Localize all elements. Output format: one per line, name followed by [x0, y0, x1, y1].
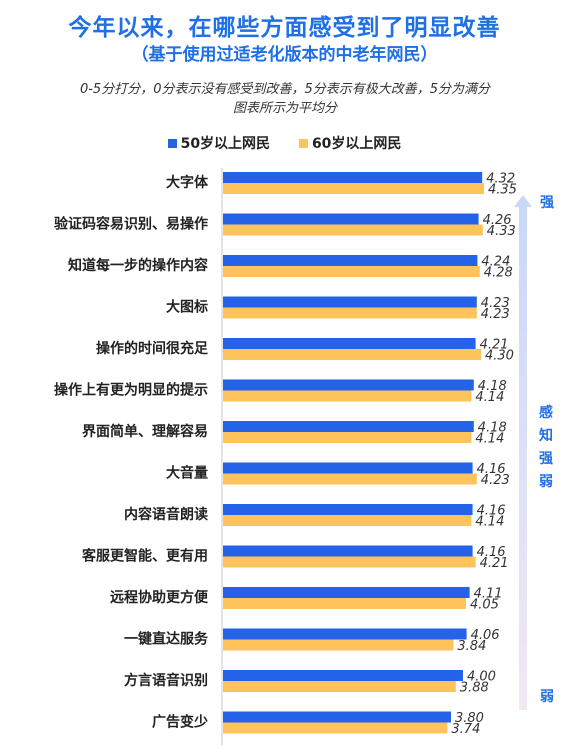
arrow-head — [514, 195, 532, 207]
data-label: 4.24 — [481, 255, 510, 270]
category-label: 广告变少 — [152, 714, 208, 731]
bar-series-60 — [223, 722, 448, 734]
perception-label-char: 知 — [539, 428, 553, 444]
perception-label-char: 感 — [539, 405, 553, 421]
bar-series-50 — [223, 462, 473, 474]
legend-item-50: 50岁以上网民 — [167, 133, 271, 153]
bar-series-50 — [223, 421, 474, 432]
scoring-note-line-2: 图表所示为平均分 — [232, 101, 337, 116]
data-label: 3.88 — [460, 681, 489, 696]
data-label: 4.05 — [470, 598, 499, 613]
data-label: 4.14 — [475, 390, 504, 405]
category-label: 方言语音识别 — [124, 672, 208, 689]
bar-series-60 — [223, 224, 483, 236]
bar-series-60 — [223, 307, 477, 319]
legend-label-50: 50岁以上网民 — [180, 136, 271, 152]
scoring-note: 0-5分打分，0分表示没有感受到改善，5分表示有极大改善，5分为满分 图表所示为… — [20, 80, 550, 118]
data-label: 4.21 — [480, 338, 509, 353]
legend-item-60: 60岁以上网民 — [298, 133, 402, 153]
data-label: 4.32 — [486, 172, 515, 187]
data-label: 4.23 — [481, 307, 510, 322]
bar-series-60 — [223, 432, 472, 443]
bar-series-50 — [223, 172, 483, 183]
page-subtitle: （基于使用过适老化版本的中老年网民） — [131, 45, 438, 65]
perception-label-char: 强 — [539, 451, 553, 467]
scoring-note-line-1: 0-5分打分，0分表示没有感受到改善，5分表示有极大改善，5分为满分 — [79, 82, 491, 97]
bar-series-60 — [223, 639, 454, 651]
data-label: 4.28 — [484, 266, 513, 281]
bar-series-60 — [223, 473, 477, 485]
category-label: 大音量 — [166, 465, 208, 482]
bar-series-50 — [223, 255, 478, 266]
arrow-shaft — [519, 205, 527, 710]
page-title: 今年以来，在哪些方面感受到了明显改善 — [68, 15, 501, 41]
bar-series-50 — [223, 545, 473, 557]
category-label: 大字体 — [166, 174, 209, 191]
bar-series-50 — [223, 504, 473, 515]
data-label: 3.74 — [451, 722, 480, 737]
data-label: 4.26 — [483, 213, 512, 228]
data-label: 4.06 — [471, 628, 500, 643]
data-label: 4.00 — [467, 670, 496, 685]
category-label: 知道每一步的操作内容 — [68, 257, 208, 274]
data-label: 4.23 — [481, 296, 510, 311]
bar-series-50 — [223, 213, 479, 225]
bar-series-60 — [223, 349, 481, 360]
bar-series-50 — [223, 670, 463, 681]
category-label: 内容语音朗读 — [124, 506, 208, 523]
data-label: 4.16 — [477, 462, 506, 477]
perception-label-char: 弱 — [539, 474, 553, 490]
bar-series-60 — [223, 266, 480, 277]
data-label: 4.14 — [475, 432, 504, 447]
bar-series-50 — [223, 379, 474, 391]
category-label: 操作上有更为明显的提示 — [54, 382, 208, 399]
bar-series-60 — [223, 681, 456, 692]
bar-series-60 — [223, 556, 476, 568]
bar-series-60 — [223, 390, 472, 402]
bar-series-50 — [223, 628, 467, 640]
data-label: 4.35 — [488, 183, 517, 198]
data-label: 4.16 — [477, 504, 506, 519]
data-label: 3.80 — [455, 711, 484, 726]
data-label: 4.23 — [481, 473, 510, 488]
category-label: 一键直达服务 — [124, 631, 209, 648]
data-label: 3.84 — [457, 639, 486, 654]
category-label: 远程协助更方便 — [110, 589, 209, 606]
legend-swatch-50 — [167, 138, 177, 148]
data-label: 4.11 — [474, 587, 503, 602]
category-label: 操作的时间很充足 — [96, 340, 209, 357]
perception-arrow — [514, 195, 532, 710]
weak-label: 弱 — [540, 689, 554, 705]
bar-series-50 — [223, 338, 476, 349]
category-label: 客服更智能、更有用 — [81, 548, 208, 565]
data-label: 4.33 — [487, 224, 516, 239]
bar-series-50 — [223, 296, 477, 308]
data-label: 4.18 — [478, 421, 507, 436]
data-label: 4.16 — [477, 545, 506, 560]
legend-swatch-60 — [298, 138, 308, 148]
bar-series-50 — [223, 587, 470, 598]
bar-series-50 — [223, 711, 451, 723]
category-label: 大图标 — [166, 299, 208, 316]
data-label: 4.14 — [475, 515, 504, 530]
perception-label: 感知强弱 — [536, 402, 556, 494]
category-label: 验证码容易识别、易操作 — [54, 216, 208, 233]
data-label: 4.21 — [480, 556, 509, 571]
data-label: 4.30 — [485, 349, 514, 364]
data-label: 4.18 — [478, 379, 507, 394]
category-label: 界面简单、理解容易 — [82, 423, 208, 440]
bar-series-60 — [223, 183, 484, 194]
legend-label-60: 60岁以上网民 — [311, 136, 402, 152]
bar-series-60 — [223, 598, 466, 609]
bar-series-60 — [223, 515, 472, 526]
strong-label: 强 — [540, 195, 554, 211]
legend: 50岁以上网民 60岁以上网民 — [0, 133, 569, 153]
